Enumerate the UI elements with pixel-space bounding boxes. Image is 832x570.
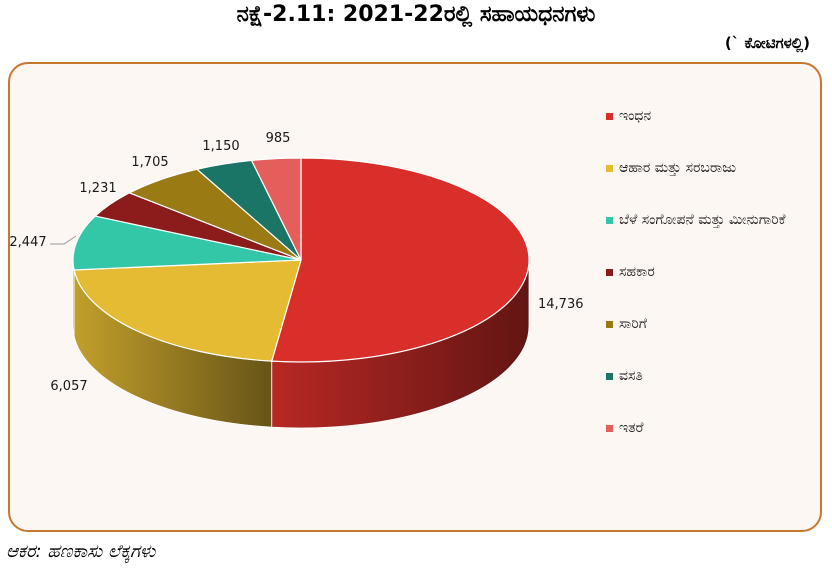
data-label-animal-husbandry-fisheries: 2,447 xyxy=(10,235,47,250)
unit-label: (` ಕೋಟಿಗಳಲ್ಲಿ) xyxy=(724,34,810,52)
legend-swatch xyxy=(606,321,613,328)
data-label-food-supply: 6,057 xyxy=(50,379,87,394)
legend-label: ಇತರೆ xyxy=(619,420,644,436)
legend-swatch xyxy=(606,165,613,172)
pie-slice-fuel xyxy=(270,157,530,363)
legend-item-animal-husbandry-fisheries: ಬೆಳೆ ಸಂಗೋಪನೆ ಮತ್ತು ಮೀನುಗಾರಿಕೆ xyxy=(606,210,820,230)
chart-area: 14,736 6,057 2,447 1,231 1,705 1,150 985 ಇಂಧನ ಆ… xyxy=(8,62,822,532)
pie-slice-others xyxy=(250,157,302,261)
legend-item-food-supply: ಆಹಾರ ಮತ್ತು ಸರಬರಾಜು xyxy=(606,158,820,178)
source-note: ಆಕರ: ಹಣಕಾಸು ಲೆಕ್ಕಗಳು xyxy=(6,541,156,562)
pie-slice-food-supply xyxy=(73,259,302,362)
legend-item-housing: ವಸತಿ xyxy=(606,366,820,386)
data-label-others: 985 xyxy=(266,131,291,146)
leader-line xyxy=(50,235,77,245)
legend-item-cooperation: ಸಹಕಾರ xyxy=(606,262,820,282)
legend-swatch xyxy=(606,217,613,224)
pie-chart: 14,736 6,057 2,447 1,231 1,705 1,150 985 xyxy=(10,131,584,429)
legend-swatch xyxy=(606,269,613,276)
data-label-housing: 1,150 xyxy=(202,139,239,154)
legend-label: ವಸತಿ xyxy=(619,368,643,384)
legend-label: ಸಾರಿಗೆ xyxy=(619,316,647,332)
legend-item-fuel: ಇಂಧನ xyxy=(606,106,820,126)
legend-label: ಆಹಾರ ಮತ್ತು ಸರಬರಾಜು xyxy=(619,160,737,176)
data-label-transport: 1,705 xyxy=(131,155,168,170)
pie-slice-animal-husbandry-fisheries xyxy=(72,215,302,271)
legend-label: ಇಂಧನ xyxy=(619,108,652,124)
data-label-fuel: 14,736 xyxy=(538,297,584,312)
legend-swatch xyxy=(606,373,613,380)
legend-item-transport: ಸಾರಿಗೆ xyxy=(606,314,820,334)
chart-title: ನಕ್ಷೆ-2.11: 2021-22ರಲ್ಲಿ ಸಹಾಯಧನಗಳು xyxy=(236,2,596,27)
legend-swatch xyxy=(606,425,613,432)
legend-label: ಸಹಕಾರ xyxy=(619,264,655,280)
legend-label: ಬೆಳೆ ಸಂಗೋಪನೆ ಮತ್ತು ಮೀನುಗಾರಿಕೆ xyxy=(619,212,786,228)
legend-swatch xyxy=(606,113,613,120)
legend-item-others: ಇತರೆ xyxy=(606,418,820,438)
data-label-cooperation: 1,231 xyxy=(79,181,116,196)
